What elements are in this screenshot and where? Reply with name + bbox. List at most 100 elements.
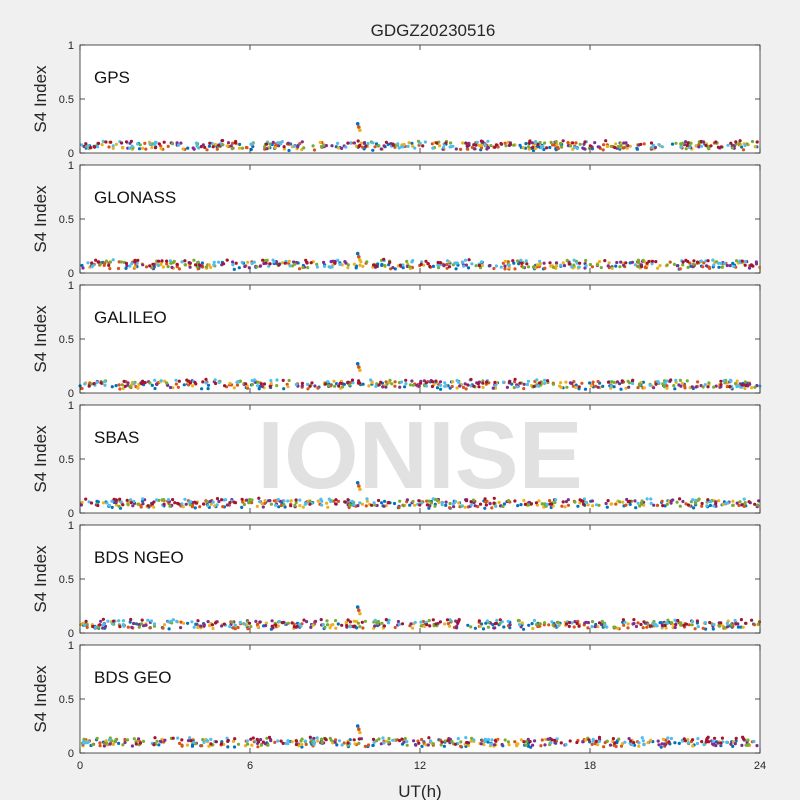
data-point <box>371 148 375 152</box>
data-point <box>104 259 108 263</box>
data-point <box>365 260 369 264</box>
data-point <box>611 737 616 741</box>
data-point <box>377 383 381 387</box>
data-point <box>281 741 285 746</box>
data-point <box>434 141 439 145</box>
data-point <box>438 144 442 148</box>
data-point <box>501 380 506 384</box>
data-point <box>743 380 748 384</box>
data-point <box>661 504 665 508</box>
data-point <box>148 264 152 268</box>
data-point <box>519 258 523 262</box>
data-point <box>711 627 715 631</box>
data-point <box>463 382 467 386</box>
data-point <box>591 504 595 508</box>
data-point <box>222 262 226 266</box>
data-point <box>616 145 620 149</box>
data-point <box>502 625 506 629</box>
data-point <box>292 144 296 148</box>
data-point <box>130 262 134 266</box>
data-point <box>436 263 440 267</box>
data-point <box>86 261 90 265</box>
data-point <box>212 260 216 264</box>
data-point <box>604 501 608 506</box>
data-point <box>460 504 464 508</box>
data-point <box>181 505 185 509</box>
data-point <box>740 743 744 748</box>
data-point <box>410 379 414 383</box>
data-point <box>617 737 621 741</box>
x-tick-label: 6 <box>247 760 253 772</box>
data-point <box>382 624 386 628</box>
data-point <box>192 258 196 262</box>
data-point <box>553 500 557 505</box>
data-point-spike <box>355 481 360 485</box>
data-point <box>716 145 721 149</box>
data-point <box>697 497 701 501</box>
data-point <box>248 497 252 502</box>
data-point <box>279 142 283 146</box>
data-point <box>177 379 181 383</box>
data-point <box>730 143 735 147</box>
data-point <box>344 145 348 149</box>
data-point <box>704 143 708 148</box>
data-point <box>87 500 91 504</box>
data-point <box>694 501 698 505</box>
data-point-spike <box>357 125 361 129</box>
data-point <box>744 621 748 625</box>
data-point <box>282 503 286 507</box>
data-point <box>507 743 511 747</box>
plot-area <box>80 45 760 153</box>
data-point <box>443 384 447 388</box>
data-point <box>451 144 455 148</box>
data-point <box>237 266 241 270</box>
data-point <box>607 261 611 265</box>
data-point <box>677 383 681 387</box>
data-point <box>725 263 729 268</box>
data-point <box>627 385 631 389</box>
data-point <box>551 623 555 627</box>
data-point <box>525 382 530 387</box>
data-point <box>455 626 459 630</box>
data-point <box>472 738 476 742</box>
data-point <box>240 497 244 501</box>
data-point <box>719 145 724 149</box>
data-point <box>408 383 413 387</box>
data-point <box>357 379 361 383</box>
data-point <box>471 498 476 502</box>
data-point <box>134 622 138 626</box>
data-point <box>678 378 683 382</box>
data-point <box>443 739 447 743</box>
data-point <box>577 265 581 269</box>
data-point <box>706 385 710 389</box>
data-point <box>425 623 429 627</box>
data-point <box>402 504 406 508</box>
data-point <box>322 260 326 264</box>
data-point <box>600 623 604 627</box>
data-point <box>384 618 388 622</box>
data-point <box>200 261 204 265</box>
data-point <box>303 739 307 743</box>
data-point <box>612 385 616 389</box>
data-point <box>484 503 488 507</box>
data-point <box>379 380 383 384</box>
data-point <box>296 145 300 149</box>
data-point <box>457 501 461 505</box>
data-point <box>398 263 402 267</box>
data-point <box>206 383 211 387</box>
data-point <box>755 140 759 144</box>
data-point <box>277 505 281 509</box>
data-point <box>451 502 455 506</box>
data-point <box>300 737 304 741</box>
data-point <box>479 139 483 143</box>
data-point <box>342 741 346 745</box>
data-point <box>687 145 692 150</box>
data-point <box>669 736 674 741</box>
data-point <box>251 736 255 740</box>
data-point <box>340 146 344 150</box>
data-point <box>91 624 95 629</box>
data-point <box>556 624 560 628</box>
data-point <box>520 621 524 625</box>
data-point <box>190 620 194 624</box>
data-point <box>114 142 118 146</box>
